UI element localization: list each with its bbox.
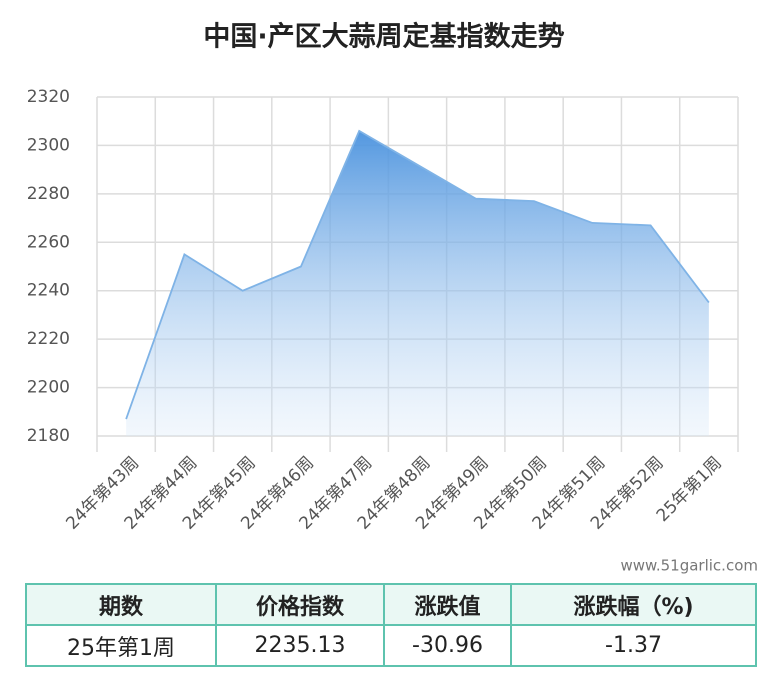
- table-cell: -30.96: [383, 624, 512, 667]
- area: [126, 130, 709, 436]
- y-tick-label: 2280: [27, 184, 70, 204]
- y-tick-label: 2260: [27, 232, 70, 252]
- chart: 中国·产区大蒜周定基指数走势 www.51garlic.com 2180 2200…: [27, 21, 758, 575]
- table-header: 涨跌幅（%): [510, 583, 757, 626]
- y-tick-label: 2180: [27, 426, 70, 446]
- line: [125, 129, 710, 420]
- table-header: 期数: [25, 583, 217, 626]
- summary-table: 期数 价格指数 涨跌值 涨跌幅（%) 25年第1周 2235.13 -30.96…: [25, 583, 757, 667]
- table-header: 涨跌值: [383, 583, 512, 626]
- y-tick-label: 2220: [27, 329, 70, 349]
- table-cell: 2235.13: [215, 624, 385, 667]
- y-tick-label: 2200: [27, 378, 70, 398]
- chart-title: 中国·产区大蒜周定基指数走势: [203, 21, 564, 53]
- watermark: www.51garlic.com: [620, 557, 758, 575]
- table-cell: -1.37: [510, 624, 757, 667]
- table-header: 价格指数: [215, 583, 385, 626]
- table-cell: 25年第1周: [25, 624, 217, 667]
- y-tick-label: 2320: [27, 87, 70, 107]
- y-tick-label: 2300: [27, 135, 70, 155]
- y-tick-label: 2240: [27, 281, 70, 301]
